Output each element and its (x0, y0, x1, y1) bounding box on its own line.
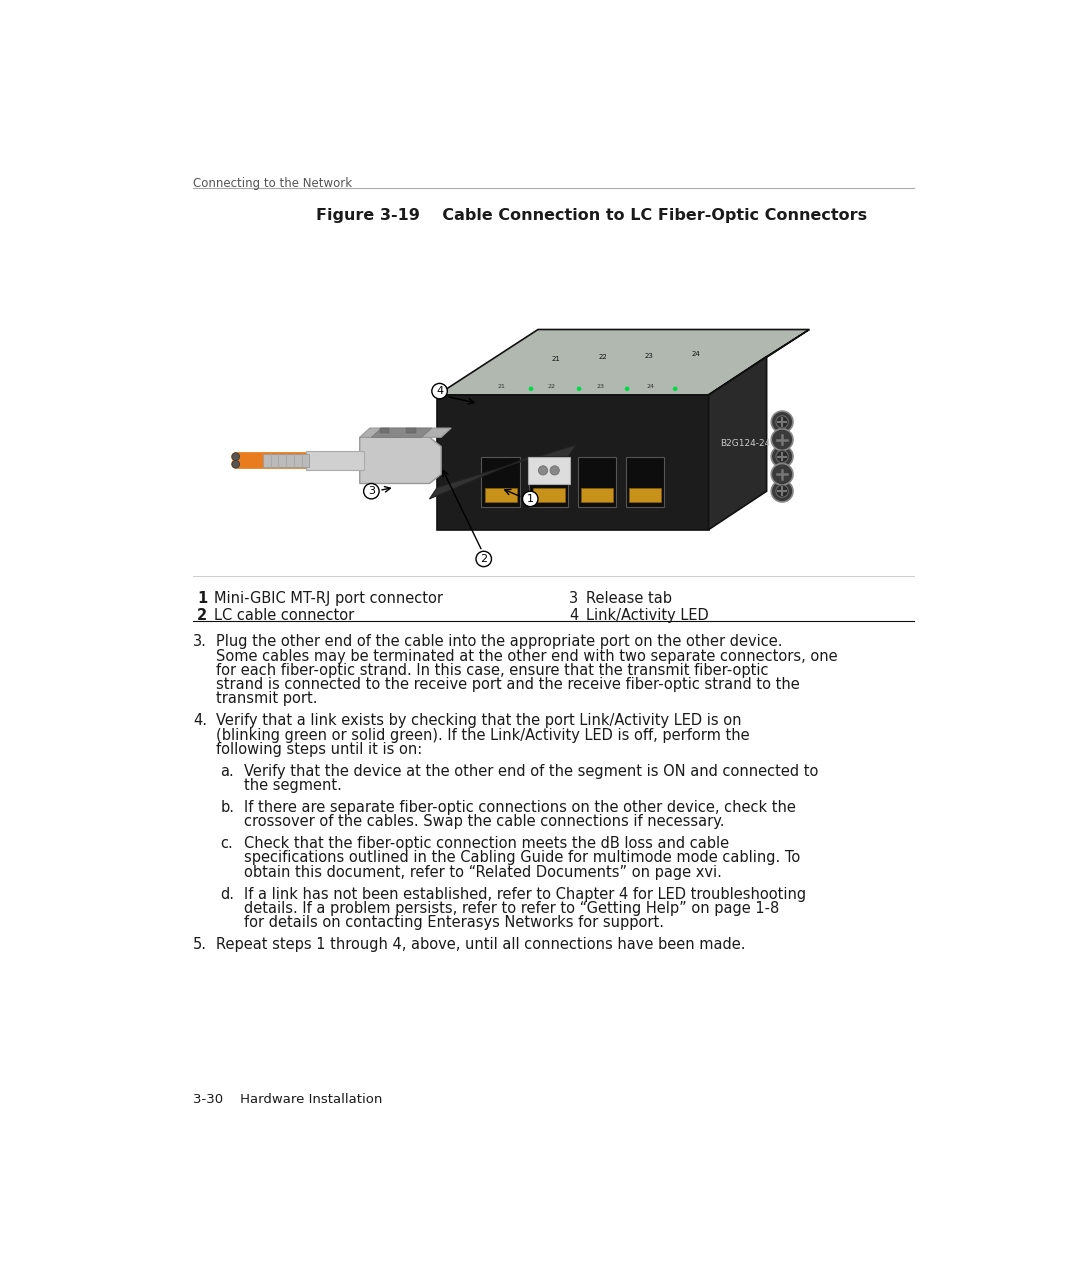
Text: a.: a. (220, 763, 234, 779)
FancyBboxPatch shape (625, 456, 664, 507)
FancyBboxPatch shape (482, 456, 521, 507)
Polygon shape (360, 437, 441, 484)
Text: transmit port.: transmit port. (216, 691, 318, 706)
Text: 22: 22 (548, 384, 555, 389)
Text: 23: 23 (645, 353, 653, 359)
Circle shape (771, 480, 793, 502)
Text: 2: 2 (197, 608, 207, 624)
Text: Plug the other end of the cable into the appropriate port on the other device.: Plug the other end of the cable into the… (216, 635, 783, 649)
Circle shape (771, 446, 793, 467)
FancyBboxPatch shape (581, 488, 613, 502)
Text: Link/Activity LED: Link/Activity LED (586, 608, 708, 624)
Polygon shape (306, 451, 364, 470)
Text: for each fiber-optic strand. In this case, ensure that the transmit fiber-optic: for each fiber-optic strand. In this cas… (216, 663, 769, 678)
Text: c.: c. (220, 836, 233, 851)
Text: 3: 3 (569, 592, 578, 606)
Text: 1: 1 (197, 592, 207, 606)
FancyBboxPatch shape (529, 456, 568, 507)
Circle shape (364, 484, 379, 499)
Polygon shape (437, 329, 809, 395)
Circle shape (771, 464, 793, 485)
Circle shape (775, 415, 788, 428)
Text: 24: 24 (691, 352, 700, 357)
Circle shape (523, 491, 538, 507)
FancyBboxPatch shape (485, 488, 517, 502)
Text: the segment.: the segment. (243, 779, 341, 792)
FancyBboxPatch shape (380, 428, 389, 433)
Text: Figure 3-19    Cable Connection to LC Fiber-Optic Connectors: Figure 3-19 Cable Connection to LC Fiber… (315, 208, 867, 222)
Text: details. If a problem persists, refer to refer to “Getting Help” on page 1-8: details. If a problem persists, refer to… (243, 900, 779, 916)
Circle shape (476, 551, 491, 566)
Polygon shape (372, 428, 432, 437)
Circle shape (232, 452, 240, 461)
Text: 4: 4 (436, 386, 443, 396)
Text: Verify that a link exists by checking that the port Link/Activity LED is on: Verify that a link exists by checking th… (216, 714, 742, 729)
Circle shape (539, 466, 548, 475)
Circle shape (625, 386, 630, 391)
Text: B2G124-24: B2G124-24 (720, 438, 770, 447)
Polygon shape (430, 444, 576, 499)
Text: Repeat steps 1 through 4, above, until all connections have been made.: Repeat steps 1 through 4, above, until a… (216, 937, 746, 952)
Circle shape (577, 386, 581, 391)
Text: following steps until it is on:: following steps until it is on: (216, 742, 422, 757)
Text: 2: 2 (481, 554, 487, 564)
Text: LC cable connector: LC cable connector (214, 608, 354, 624)
Text: Connecting to the Network: Connecting to the Network (193, 177, 352, 190)
Circle shape (771, 411, 793, 433)
Circle shape (673, 386, 677, 391)
Circle shape (771, 429, 793, 451)
Text: 21: 21 (498, 384, 505, 389)
Text: specifications outlined in the Cabling Guide for multimode mode cabling. To: specifications outlined in the Cabling G… (243, 851, 800, 865)
Text: 24: 24 (646, 384, 654, 389)
Text: 3: 3 (368, 486, 375, 497)
Text: strand is connected to the receive port and the receive fiber-optic strand to th: strand is connected to the receive port … (216, 677, 800, 692)
Text: 4: 4 (569, 608, 578, 624)
Polygon shape (262, 455, 309, 466)
Text: 1: 1 (527, 494, 534, 504)
FancyBboxPatch shape (629, 488, 661, 502)
Polygon shape (360, 428, 451, 437)
Text: 5.: 5. (193, 937, 207, 952)
Circle shape (232, 461, 240, 469)
Polygon shape (708, 357, 767, 530)
Text: 3-30    Hardware Installation: 3-30 Hardware Installation (193, 1093, 382, 1106)
Text: Mini-GBIC MT-RJ port connector: Mini-GBIC MT-RJ port connector (214, 592, 443, 606)
FancyBboxPatch shape (528, 456, 570, 484)
Text: 21: 21 (552, 356, 561, 362)
Text: 4.: 4. (193, 714, 207, 729)
Text: If a link has not been established, refer to Chapter 4 for LED troubleshooting: If a link has not been established, refe… (243, 886, 806, 902)
FancyBboxPatch shape (532, 488, 565, 502)
Text: If there are separate fiber-optic connections on the other device, check the: If there are separate fiber-optic connec… (243, 800, 795, 815)
Text: b.: b. (220, 800, 234, 815)
Circle shape (529, 386, 534, 391)
FancyBboxPatch shape (406, 428, 416, 433)
Text: Release tab: Release tab (586, 592, 672, 606)
Text: crossover of the cables. Swap the cable connections if necessary.: crossover of the cables. Swap the cable … (243, 814, 724, 829)
Text: d.: d. (220, 886, 234, 902)
Polygon shape (437, 395, 708, 530)
Text: 22: 22 (598, 354, 607, 361)
Circle shape (550, 466, 559, 475)
Text: Some cables may be terminated at the other end with two separate connectors, one: Some cables may be terminated at the oth… (216, 649, 838, 664)
Circle shape (775, 451, 788, 462)
FancyBboxPatch shape (578, 456, 617, 507)
Text: (blinking green or solid green). If the Link/Activity LED is off, perform the: (blinking green or solid green). If the … (216, 728, 750, 743)
Text: 23: 23 (597, 384, 605, 389)
Circle shape (432, 384, 447, 399)
Text: obtain this document, refer to “Related Documents” on page xvi.: obtain this document, refer to “Related … (243, 865, 721, 880)
Polygon shape (708, 329, 809, 395)
Text: for details on contacting Enterasys Networks for support.: for details on contacting Enterasys Netw… (243, 916, 663, 930)
Text: Verify that the device at the other end of the segment is ON and connected to: Verify that the device at the other end … (243, 763, 818, 779)
Text: 3.: 3. (193, 635, 207, 649)
Circle shape (775, 485, 788, 498)
Text: Check that the fiber-optic connection meets the dB loss and cable: Check that the fiber-optic connection me… (243, 836, 729, 851)
